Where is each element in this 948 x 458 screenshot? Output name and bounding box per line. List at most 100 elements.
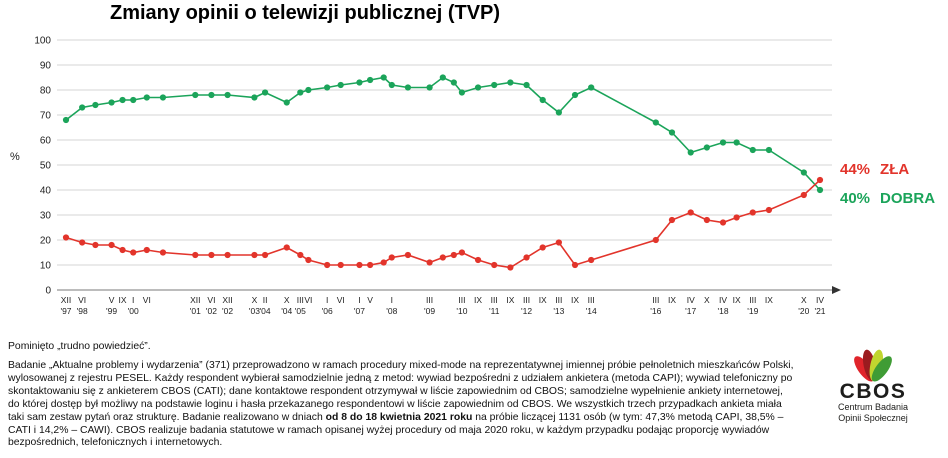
data-point-dobra	[297, 89, 304, 96]
x-tick-year: '19	[747, 306, 758, 316]
data-point-zla	[507, 264, 514, 271]
data-point-dobra	[571, 91, 579, 99]
data-point-zla	[159, 249, 167, 256]
data-point-zla	[367, 261, 374, 269]
data-point-dobra	[652, 119, 659, 126]
x-tick-month: I	[132, 295, 134, 305]
data-point-dobra	[703, 144, 710, 151]
x-tick-month: V	[367, 295, 373, 305]
data-point-zla	[555, 239, 562, 246]
data-point-zla	[324, 261, 331, 269]
x-tick-year: '02	[222, 306, 233, 316]
x-tick-month: III	[523, 295, 530, 305]
omitted-answers-note: Pominięto „trudno powiedzieć”.	[8, 341, 151, 352]
data-point-zla	[337, 261, 344, 269]
x-tick-year: '05	[295, 306, 306, 316]
data-point-zla	[491, 261, 498, 269]
y-axis-label: 80	[40, 86, 52, 97]
data-point-zla	[816, 176, 824, 184]
x-tick-month: IX	[506, 295, 514, 305]
data-point-zla	[388, 254, 395, 261]
y-axis-unit: %	[10, 151, 20, 163]
data-point-dobra	[305, 86, 312, 94]
x-tick-month: IV	[687, 295, 695, 305]
line-chart: 0102030405060708090100%XII'97VI'98V'99IX…	[10, 36, 935, 317]
data-point-zla	[108, 241, 115, 249]
x-tick-year: '16	[650, 306, 661, 316]
data-point-dobra	[450, 79, 457, 86]
x-tick-month: III	[491, 295, 498, 305]
x-tick-year: '02	[206, 306, 217, 316]
data-point-dobra	[816, 186, 824, 194]
end-label-dobra: 40% DOBRA	[840, 190, 935, 207]
data-point-dobra	[555, 109, 562, 116]
data-point-dobra	[388, 81, 395, 89]
data-point-zla	[703, 216, 710, 224]
x-tick-year: '10	[456, 306, 467, 316]
data-point-dobra	[108, 99, 115, 106]
methodology-text-part1: Badanie „Aktualne problemy i wydarzenia”…	[8, 360, 794, 423]
data-point-zla	[474, 256, 482, 264]
x-tick-month: IX	[474, 295, 482, 305]
data-point-zla	[208, 251, 215, 259]
data-point-dobra	[426, 84, 433, 91]
x-tick-month: XII	[61, 295, 71, 305]
x-tick-year: '13	[553, 306, 564, 316]
x-tick-month: IX	[539, 295, 547, 305]
data-point-zla	[668, 216, 676, 224]
x-tick-year: '21	[814, 306, 825, 316]
data-point-zla	[450, 251, 457, 259]
x-tick-month: IX	[733, 295, 741, 305]
data-point-zla	[652, 236, 659, 244]
data-point-dobra	[261, 89, 269, 96]
data-point-zla	[92, 241, 99, 249]
x-tick-month: II	[263, 295, 268, 305]
data-point-dobra	[523, 81, 530, 89]
data-point-dobra	[251, 94, 258, 101]
x-tick-month: VI	[337, 295, 345, 305]
x-tick-month: III	[588, 295, 595, 305]
data-point-zla	[404, 251, 412, 259]
x-tick-month: III	[749, 295, 756, 305]
x-tick-month: X	[284, 295, 290, 305]
data-point-zla	[119, 246, 126, 254]
series-line-dobra	[65, 76, 821, 191]
data-point-zla	[439, 254, 446, 261]
data-point-dobra	[143, 94, 150, 101]
y-axis-label: 40	[40, 186, 52, 197]
data-point-dobra	[324, 84, 331, 91]
y-axis-label: 90	[40, 61, 52, 72]
data-point-dobra	[719, 139, 727, 146]
x-tick-month: X	[801, 295, 807, 305]
x-tick-year: '00	[128, 306, 139, 316]
x-tick-month: IX	[765, 295, 773, 305]
data-point-dobra	[130, 96, 137, 104]
data-point-dobra	[79, 104, 86, 111]
data-point-dobra	[687, 149, 694, 156]
data-point-zla	[539, 244, 546, 251]
x-tick-year: '07	[354, 306, 365, 316]
data-point-dobra	[283, 99, 290, 106]
data-point-dobra	[367, 76, 374, 84]
x-tick-month: III	[297, 295, 304, 305]
data-point-zla	[251, 251, 258, 259]
data-point-zla	[130, 249, 137, 256]
y-axis-label: 60	[40, 136, 52, 147]
x-tick-month: IV	[816, 295, 824, 305]
x-tick-month: III	[652, 295, 659, 305]
x-tick-month: VI	[304, 295, 312, 305]
data-point-zla	[426, 259, 433, 266]
x-tick-month: X	[252, 295, 258, 305]
data-point-dobra	[62, 116, 70, 124]
x-axis-arrow	[832, 286, 841, 294]
data-point-dobra	[224, 91, 231, 99]
x-tick-month: X	[704, 295, 710, 305]
end-label-zla: 44% ZŁA	[840, 161, 909, 178]
x-tick-year: '08	[386, 306, 397, 316]
data-point-dobra	[92, 101, 99, 109]
data-point-dobra	[733, 139, 740, 146]
x-tick-year: '18	[718, 306, 729, 316]
data-point-dobra	[458, 89, 466, 96]
